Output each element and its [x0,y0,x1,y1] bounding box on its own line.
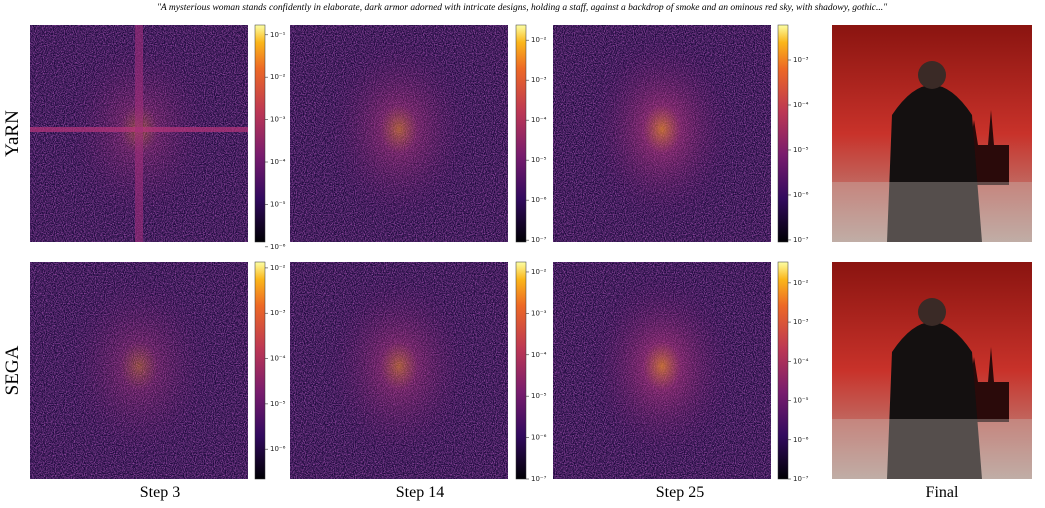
colorbar-tick-label: 10⁻² [793,279,809,287]
column-label: Step 3 [140,484,180,501]
panels: YaRN 10⁻¹ 10⁻² 10⁻³ 10⁻⁴ 10⁻⁵ 10⁻⁶ 10⁻² 10⁻³ 10⁻⁴… [2,24,1032,501]
colorbar-tick-label: 10⁻⁵ [270,200,286,208]
smoke [832,419,1032,479]
colorbar-tick-label: 10⁻⁴ [270,355,286,363]
colorbar-tick-label: 10⁻³ [531,309,547,317]
colorbar-tick-label: 10⁻² [531,36,547,44]
colorbar-tick-label: 10⁻⁵ [270,400,286,408]
colorbar-tick-label: 10⁻⁵ [793,397,809,405]
colorbar [254,261,266,480]
heatmap-glow [585,268,739,464]
colorbar-tick-label: 10⁻⁶ [793,436,809,444]
colorbar-tick-label: 10⁻³ [531,76,547,84]
colorbar [515,261,527,480]
column-label: Step 14 [396,484,444,501]
heatmap-streak [135,25,143,242]
colorbar-tick-label: 10⁻⁴ [270,158,286,166]
colorbar-tick-label: 10⁻⁶ [270,243,286,251]
column-label: Step 25 [656,484,704,501]
colorbar-tick-label: 10⁻⁴ [531,116,547,124]
colorbar [515,24,527,243]
colorbar-tick-label: 10⁻⁴ [793,101,809,109]
colorbar-tick-label: 10⁻⁶ [793,191,809,199]
colorbar-tick-label: 10⁻⁶ [531,434,547,442]
row-label: YaRN [2,110,23,157]
colorbar [777,24,789,243]
colorbar-tick-label: 10⁻⁵ [531,392,547,400]
colorbar-tick-label: 10⁻⁷ [793,236,809,244]
colorbar-tick-label: 10⁻⁶ [270,445,286,453]
colorbar-tick-label: 10⁻⁵ [793,146,809,154]
colorbar-tick-label: 10⁻⁷ [531,236,547,244]
figure-head [918,61,946,89]
colorbar-tick-label: 10⁻⁴ [531,351,547,359]
heatmap-glow [322,31,476,227]
figure-silhouette [887,85,982,242]
heatmap-glow [585,31,739,227]
colorbar-tick-label: 10⁻³ [793,318,809,326]
colorbar-tick-label: 10⁻³ [270,116,286,124]
colorbar-tick-label: 10⁻² [531,268,547,276]
smoke [832,182,1032,242]
colorbar [777,261,789,480]
colorbar-tick-label: 10⁻² [270,264,286,272]
figure-head [918,298,946,326]
column-label: Final [926,484,959,501]
colorbar-tick-label: 10⁻¹ [270,31,286,39]
figure-silhouette [887,322,982,479]
heatmap-glow [322,268,476,464]
colorbar-tick-label: 10⁻⁶ [531,196,547,204]
colorbar-tick-label: 10⁻³ [270,309,286,317]
heatmap-glow [62,268,216,464]
colorbar-tick-label: 10⁻² [270,73,286,81]
colorbar-tick-label: 10⁻³ [793,56,809,64]
caption: "A mysterious woman stands confidently i… [157,2,888,13]
colorbar-tick-label: 10⁻⁵ [531,156,547,164]
colorbar-tick-label: 10⁻⁷ [793,475,809,483]
colorbar [254,24,266,243]
colorbar-tick-label: 10⁻⁴ [793,357,809,365]
row-label: SEGA [2,345,23,395]
colorbar-tick-label: 10⁻⁷ [531,475,547,483]
